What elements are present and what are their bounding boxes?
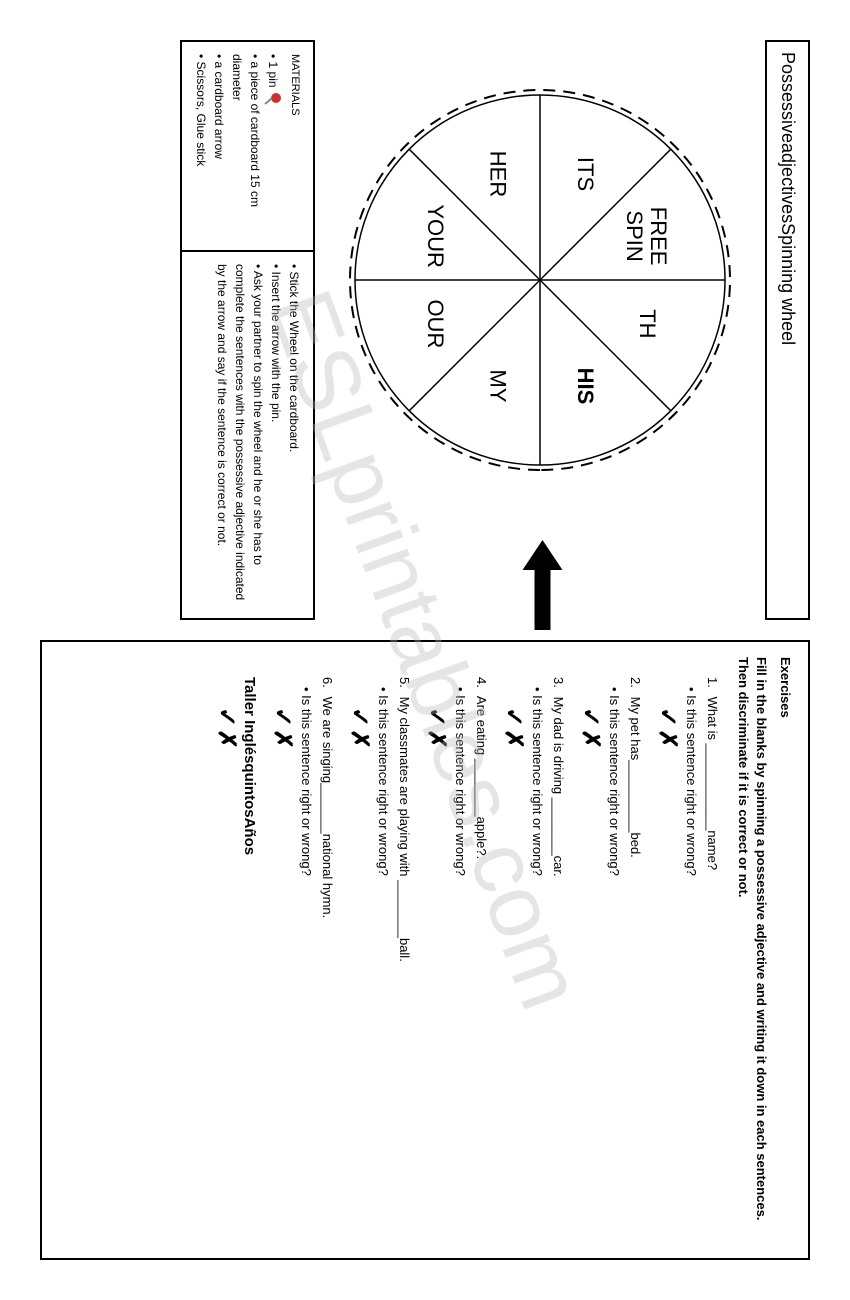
materials-item: Scissors, Glue stick [192, 54, 210, 238]
footer-text: Taller InglésquintosAños [241, 657, 258, 1243]
exercise-item: 6. We are singing_______national hymn. [320, 657, 335, 1243]
exercises-instructions: Fill in the blanks by spinning a possess… [734, 657, 770, 1243]
instructions-box: Stick the Wheel on the cardboard.Insert … [180, 250, 315, 620]
left-column: PossessiveadjectivesSpinning wheel TH HIS… [40, 40, 810, 620]
exercise-subquestion: • Is this sentence right or wrong? [684, 657, 699, 1243]
check-cross-icon: ✓✗ [422, 657, 451, 1243]
check-cross-icon: ✓✗ [499, 657, 528, 1243]
materials-item: a piece of cardboard 15 cm diameter [228, 54, 264, 238]
instructions-list: Stick the Wheel on the cardboard.Insert … [213, 264, 303, 606]
svg-text:MY: MY [485, 369, 510, 402]
check-cross-icon: ✓✗ [345, 657, 374, 1243]
exercise-item: 2. My pet has__________bed. [628, 657, 643, 1243]
exercise-item: 5. My classmates are playing with ______… [397, 657, 412, 1243]
svg-text:ITS: ITS [573, 157, 598, 191]
materials-item: 1 pin [264, 54, 283, 238]
materials-box: MATERIALS 1 pin a piece of cardboard 15 … [180, 40, 315, 250]
wheel-container: TH HIS MY OUR YOUR HER ITS FREESPIN [330, 40, 750, 620]
exercise-subquestion: • Is this sentence right or wrong? [453, 657, 468, 1243]
svg-text:YOUR: YOUR [423, 204, 448, 268]
instruction-item: Insert the arrow with the pin. [267, 264, 285, 606]
materials-title: MATERIALS [287, 54, 304, 238]
arrow-icon [518, 540, 563, 630]
check-cross-icon: ✓✗ [268, 657, 297, 1243]
materials-item: a cardboard arrow [210, 54, 228, 238]
svg-text:HER: HER [485, 151, 510, 197]
title-box: PossessiveadjectivesSpinning wheel [765, 40, 810, 620]
footer-check-cross: ✓✗ [212, 657, 241, 1243]
exercise-item: 4. Are eating ________apple?. [474, 657, 489, 1243]
check-cross-icon: ✓✗ [653, 657, 682, 1243]
exercise-item: 3. My dad is driving ________car. [551, 657, 566, 1243]
instruction-item: Ask your partner to spin the wheel and h… [213, 264, 267, 606]
check-cross-icon: ✓✗ [576, 657, 605, 1243]
exercises-title: Exercises [778, 657, 793, 1243]
svg-text:TH: TH [635, 309, 660, 338]
exercises-list: 1. What is ____________name? • Is this se… [268, 657, 720, 1243]
info-boxes: MATERIALS 1 pin a piece of cardboard 15 … [180, 40, 315, 620]
svg-text:HIS: HIS [573, 368, 598, 405]
svg-text:FREESPIN: FREESPIN [622, 207, 671, 266]
exercises-box: Exercises Fill in the blanks by spinning… [40, 640, 810, 1260]
exercise-subquestion: • Is this sentence right or wrong? [376, 657, 391, 1243]
spinning-wheel: TH HIS MY OUR YOUR HER ITS FREESPIN [340, 80, 740, 480]
materials-list: 1 pin a piece of cardboard 15 cm diamete… [192, 54, 283, 238]
exercise-item: 1. What is ____________name? [705, 657, 720, 1243]
exercise-subquestion: • Is this sentence right or wrong? [299, 657, 314, 1243]
exercise-subquestion: • Is this sentence right or wrong? [530, 657, 545, 1243]
instruction-item: Stick the Wheel on the cardboard. [285, 264, 303, 606]
exercise-subquestion: • Is this sentence right or wrong? [607, 657, 622, 1243]
svg-text:OUR: OUR [423, 299, 448, 348]
